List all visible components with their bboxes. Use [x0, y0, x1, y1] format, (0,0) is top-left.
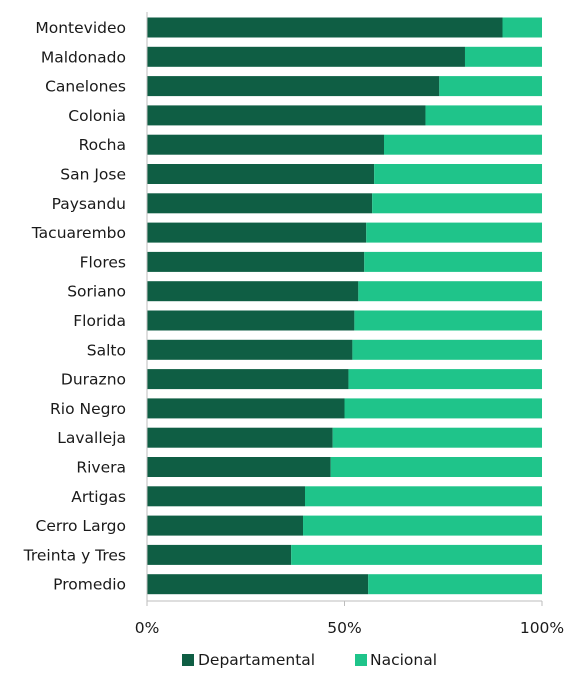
bar-nacional-lavalleja	[332, 427, 542, 448]
bar-row-flores	[147, 251, 542, 272]
category-label-rivera: Rivera	[76, 459, 126, 477]
bar-nacional-cerro-largo	[303, 515, 542, 536]
bar-row-san-jose	[147, 164, 543, 184]
bar-row-florida	[147, 310, 543, 331]
category-label-san-jose: San Jose	[60, 166, 126, 184]
category-label-rio-negro: Rio Negro	[50, 400, 126, 418]
category-label-colonia: Colonia	[68, 107, 126, 125]
bar-nacional-rio-negro	[344, 398, 542, 419]
category-label-flores: Flores	[80, 253, 126, 271]
legend-label-nacional: Nacional	[370, 651, 437, 669]
bar-nacional-maldonado	[464, 46, 542, 67]
bar-departamental-paysandu	[147, 193, 373, 214]
bar-nacional-san-jose	[374, 164, 543, 184]
bar-row-maldonado	[147, 46, 542, 67]
bar-nacional-flores	[364, 251, 542, 272]
category-label-soriano: Soriano	[67, 283, 126, 301]
category-labels: Montevideo Maldonado Canelones Colonia Rocha…	[23, 19, 126, 594]
bar-row-artigas	[147, 486, 542, 507]
bar-departamental-colonia	[147, 105, 426, 126]
bar-departamental-artigas	[147, 486, 305, 507]
legend-label-departamental: Departamental	[198, 651, 315, 669]
bar-nacional-canelones	[439, 76, 542, 97]
bar-departamental-san-jose	[147, 164, 375, 184]
bar-row-promedio	[147, 574, 542, 595]
category-label-cerro-largo: Cerro Largo	[36, 517, 126, 535]
bar-nacional-promedio	[368, 574, 542, 595]
bar-departamental-cerro-largo	[147, 515, 304, 536]
bar-departamental-rivera	[147, 457, 331, 477]
bar-row-montevideo	[147, 17, 542, 38]
category-label-salto: Salto	[87, 341, 126, 359]
legend-swatch-nacional	[355, 654, 367, 666]
bar-departamental-promedio	[147, 574, 369, 595]
bar-row-rio-negro	[147, 398, 542, 419]
bar-row-paysandu	[147, 193, 542, 214]
legend-item-nacional: Nacional	[355, 651, 437, 669]
legend-item-departamental: Departamental	[182, 651, 315, 669]
bar-nacional-montevideo	[502, 17, 542, 38]
bar-row-salto	[147, 339, 542, 360]
x-tick-label: 100%	[520, 619, 564, 637]
category-label-canelones: Canelones	[45, 78, 126, 96]
x-axis: 0% 50% 100%	[135, 12, 564, 637]
bar-departamental-tacuarembo	[147, 222, 367, 243]
bar-departamental-flores	[147, 251, 365, 272]
bar-row-treinta-y-tres	[147, 544, 542, 565]
bar-row-rocha	[147, 134, 542, 155]
bar-nacional-rocha	[384, 134, 542, 155]
bar-row-rivera	[147, 457, 542, 477]
category-label-treinta-y-tres: Treinta y Tres	[23, 546, 126, 564]
category-label-lavalleja: Lavalleja	[57, 429, 126, 447]
bar-row-durazno	[147, 369, 542, 390]
legend: Departamental Nacional	[182, 651, 437, 669]
bar-departamental-lavalleja	[147, 427, 333, 448]
category-label-montevideo: Montevideo	[35, 19, 126, 37]
category-label-florida: Florida	[73, 312, 126, 330]
bar-nacional-durazno	[348, 369, 542, 390]
bar-nacional-florida	[354, 310, 543, 331]
bar-departamental-durazno	[147, 369, 349, 390]
bar-departamental-maldonado	[147, 46, 465, 67]
category-label-promedio: Promedio	[53, 576, 126, 594]
bar-departamental-treinta-y-tres	[147, 544, 292, 565]
bar-row-tacuarembo	[147, 222, 542, 243]
category-label-paysandu: Paysandu	[52, 195, 126, 213]
bars-group	[147, 17, 543, 595]
bar-row-lavalleja	[147, 427, 542, 448]
bar-departamental-soriano	[147, 281, 359, 302]
bar-row-canelones	[147, 76, 542, 97]
bar-nacional-soriano	[358, 281, 542, 302]
x-tick-label: 0%	[135, 619, 160, 637]
bar-row-soriano	[147, 281, 542, 302]
bar-row-colonia	[147, 105, 542, 126]
category-label-artigas: Artigas	[71, 488, 126, 506]
bar-departamental-salto	[147, 339, 353, 360]
category-label-durazno: Durazno	[61, 371, 126, 389]
category-label-rocha: Rocha	[79, 136, 126, 154]
bar-nacional-treinta-y-tres	[291, 544, 542, 565]
bar-nacional-paysandu	[372, 193, 542, 214]
bar-nacional-colonia	[425, 105, 542, 126]
bar-departamental-rio-negro	[147, 398, 345, 419]
bar-nacional-rivera	[330, 457, 542, 477]
bar-departamental-florida	[147, 310, 355, 331]
legend-swatch-departamental	[182, 654, 194, 666]
bar-row-cerro-largo	[147, 515, 542, 536]
bar-nacional-salto	[352, 339, 542, 360]
bar-nacional-artigas	[305, 486, 542, 507]
x-tick-label: 50%	[327, 619, 361, 637]
category-label-maldonado: Maldonado	[41, 48, 126, 66]
bar-departamental-canelones	[147, 76, 440, 97]
bar-nacional-tacuarembo	[366, 222, 542, 243]
category-label-tacuarembo: Tacuarembo	[31, 224, 126, 242]
bar-departamental-rocha	[147, 134, 384, 155]
bar-departamental-montevideo	[147, 17, 503, 38]
